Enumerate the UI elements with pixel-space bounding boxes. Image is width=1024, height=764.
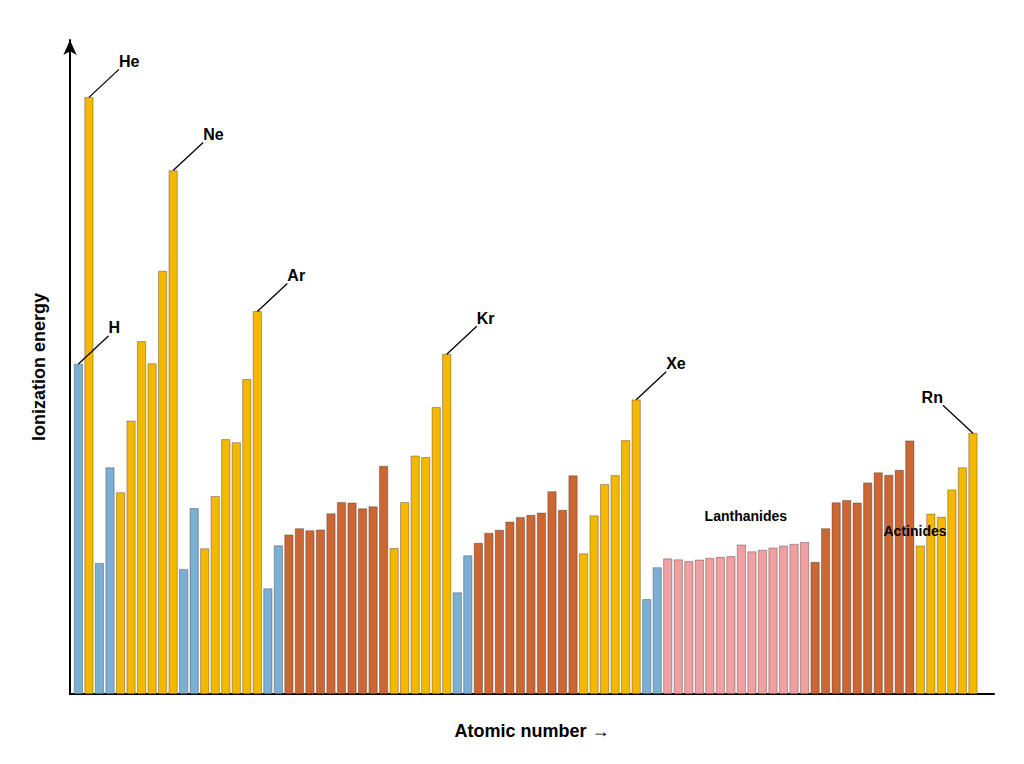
svg-text:Rn: Rn (922, 389, 943, 406)
svg-text:He: He (119, 53, 140, 70)
svg-text:Ionization energy: Ionization energy (29, 293, 49, 441)
svg-text:Ar: Ar (287, 267, 305, 284)
svg-text:Xe: Xe (666, 355, 686, 372)
svg-text:Atomic number →: Atomic number → (454, 721, 609, 741)
svg-text:Ne: Ne (203, 126, 224, 143)
svg-text:Lanthanides: Lanthanides (705, 508, 788, 524)
svg-text:Actinides: Actinides (883, 523, 946, 539)
svg-text:Kr: Kr (477, 310, 495, 327)
svg-text:H: H (108, 319, 120, 336)
